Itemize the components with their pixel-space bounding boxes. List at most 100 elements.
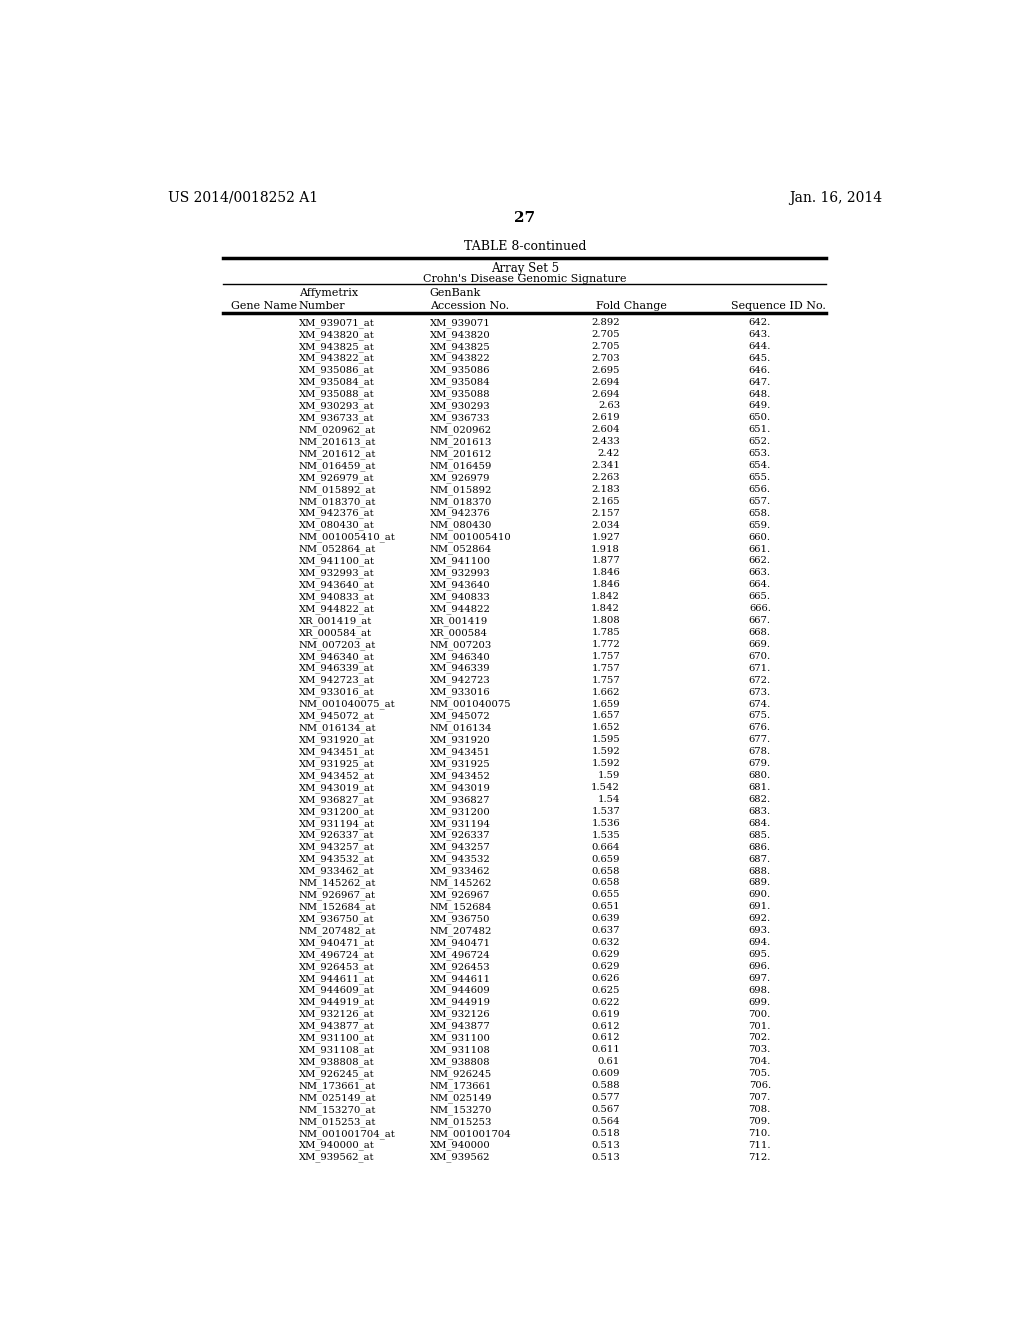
Text: 1.652: 1.652: [592, 723, 620, 733]
Text: 0.626: 0.626: [592, 974, 620, 983]
Text: XM_932993: XM_932993: [430, 569, 490, 578]
Text: XM_945072_at: XM_945072_at: [299, 711, 375, 721]
Text: XM_941100: XM_941100: [430, 557, 490, 566]
Text: XM_926337_at: XM_926337_at: [299, 830, 374, 841]
Text: XM_931108: XM_931108: [430, 1045, 490, 1055]
Text: 685.: 685.: [749, 830, 771, 840]
Text: NM_007203: NM_007203: [430, 640, 492, 649]
Text: XM_942723_at: XM_942723_at: [299, 676, 375, 685]
Text: 656.: 656.: [749, 484, 771, 494]
Text: XM_932126_at: XM_932126_at: [299, 1010, 374, 1019]
Text: XM_935088: XM_935088: [430, 389, 490, 399]
Text: 648.: 648.: [749, 389, 771, 399]
Text: 2.892: 2.892: [592, 318, 620, 327]
Text: XM_926245_at: XM_926245_at: [299, 1069, 374, 1078]
Text: NM_016134: NM_016134: [430, 723, 493, 733]
Text: XM_933016_at: XM_933016_at: [299, 688, 374, 697]
Text: 1.595: 1.595: [591, 735, 620, 744]
Text: 2.705: 2.705: [592, 330, 620, 339]
Text: 646.: 646.: [749, 366, 771, 375]
Text: 674.: 674.: [749, 700, 771, 709]
Text: NM_201612_at: NM_201612_at: [299, 449, 376, 459]
Text: 1.535: 1.535: [591, 830, 620, 840]
Text: 711.: 711.: [749, 1140, 771, 1150]
Text: XM_944611: XM_944611: [430, 974, 490, 983]
Text: 0.564: 0.564: [592, 1117, 620, 1126]
Text: NM_007203_at: NM_007203_at: [299, 640, 376, 649]
Text: 0.655: 0.655: [592, 891, 620, 899]
Text: 0.567: 0.567: [592, 1105, 620, 1114]
Text: 1.877: 1.877: [591, 557, 620, 565]
Text: 0.513: 0.513: [591, 1152, 620, 1162]
Text: XM_939562: XM_939562: [430, 1152, 490, 1163]
Text: 677.: 677.: [749, 735, 771, 744]
Text: TABLE 8-continued: TABLE 8-continued: [464, 240, 586, 252]
Text: XM_943825: XM_943825: [430, 342, 490, 351]
Text: XR_000584: XR_000584: [430, 628, 487, 638]
Text: NM_207482: NM_207482: [430, 927, 492, 936]
Text: Crohn's Disease Genomic Signature: Crohn's Disease Genomic Signature: [423, 275, 627, 284]
Text: XM_080430_at: XM_080430_at: [299, 520, 375, 531]
Text: 1.842: 1.842: [591, 593, 620, 601]
Text: XM_926979_at: XM_926979_at: [299, 473, 374, 483]
Text: 2.42: 2.42: [598, 449, 620, 458]
Text: 666.: 666.: [749, 605, 771, 614]
Text: 653.: 653.: [749, 449, 771, 458]
Text: XM_944609: XM_944609: [430, 986, 490, 995]
Text: 2.165: 2.165: [592, 496, 620, 506]
Text: 675.: 675.: [749, 711, 771, 721]
Text: Array Set 5: Array Set 5: [490, 263, 559, 275]
Text: 0.632: 0.632: [592, 939, 620, 946]
Text: 670.: 670.: [749, 652, 771, 661]
Text: 667.: 667.: [749, 616, 771, 626]
Text: NM_016134_at: NM_016134_at: [299, 723, 376, 733]
Text: NM_173661: NM_173661: [430, 1081, 492, 1090]
Text: 0.625: 0.625: [592, 986, 620, 995]
Text: 1.592: 1.592: [591, 759, 620, 768]
Text: XM_942723: XM_942723: [430, 676, 490, 685]
Text: 0.659: 0.659: [592, 854, 620, 863]
Text: XM_939071_at: XM_939071_at: [299, 318, 375, 327]
Text: 710.: 710.: [749, 1129, 771, 1138]
Text: NM_015253: NM_015253: [430, 1117, 492, 1127]
Text: 0.619: 0.619: [592, 1010, 620, 1019]
Text: 712.: 712.: [749, 1152, 771, 1162]
Text: 688.: 688.: [749, 866, 771, 875]
Text: 0.629: 0.629: [592, 950, 620, 960]
Text: XM_926453: XM_926453: [430, 962, 490, 972]
Text: XM_946339: XM_946339: [430, 664, 490, 673]
Text: XM_926453_at: XM_926453_at: [299, 962, 374, 972]
Text: XM_931200: XM_931200: [430, 807, 490, 817]
Text: 679.: 679.: [749, 759, 771, 768]
Text: 704.: 704.: [749, 1057, 771, 1067]
Text: 1.757: 1.757: [591, 664, 620, 673]
Text: 0.629: 0.629: [592, 962, 620, 972]
Text: 0.622: 0.622: [592, 998, 620, 1007]
Text: XM_946340_at: XM_946340_at: [299, 652, 375, 661]
Text: Sequence ID No.: Sequence ID No.: [731, 301, 826, 310]
Text: 680.: 680.: [749, 771, 771, 780]
Text: 690.: 690.: [749, 891, 771, 899]
Text: 683.: 683.: [749, 807, 771, 816]
Text: NM_153270: NM_153270: [430, 1105, 492, 1114]
Text: NM_001001704_at: NM_001001704_at: [299, 1129, 395, 1139]
Text: XM_943451: XM_943451: [430, 747, 490, 756]
Text: NM_145262: NM_145262: [430, 878, 492, 888]
Text: XM_943257_at: XM_943257_at: [299, 842, 375, 853]
Text: XM_943825_at: XM_943825_at: [299, 342, 375, 351]
Text: XM_943532_at: XM_943532_at: [299, 854, 375, 865]
Text: 701.: 701.: [749, 1022, 771, 1031]
Text: NM_001040075: NM_001040075: [430, 700, 511, 709]
Text: NM_153270_at: NM_153270_at: [299, 1105, 376, 1114]
Text: 669.: 669.: [749, 640, 771, 649]
Text: 0.658: 0.658: [592, 866, 620, 875]
Text: XM_943019_at: XM_943019_at: [299, 783, 375, 793]
Text: 0.577: 0.577: [592, 1093, 620, 1102]
Text: 1.842: 1.842: [591, 605, 620, 614]
Text: NM_152684_at: NM_152684_at: [299, 903, 376, 912]
Text: 0.611: 0.611: [591, 1045, 620, 1055]
Text: 696.: 696.: [749, 962, 771, 972]
Text: XM_941100_at: XM_941100_at: [299, 557, 375, 566]
Text: XM_944919: XM_944919: [430, 998, 490, 1007]
Text: NM_015892_at: NM_015892_at: [299, 484, 376, 495]
